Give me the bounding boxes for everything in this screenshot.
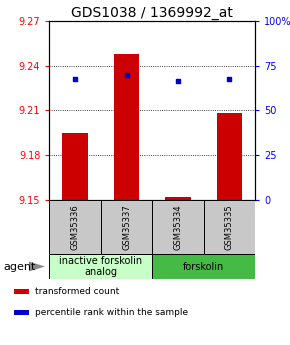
Text: forskolin: forskolin xyxy=(183,262,224,272)
Bar xyxy=(14,289,30,295)
Bar xyxy=(152,200,204,254)
Bar xyxy=(204,200,255,254)
Bar xyxy=(49,200,101,254)
Text: inactive forskolin
analog: inactive forskolin analog xyxy=(59,256,142,277)
Point xyxy=(227,76,232,82)
Text: GSM35337: GSM35337 xyxy=(122,204,131,250)
Bar xyxy=(14,310,30,315)
Text: GSM35334: GSM35334 xyxy=(173,204,182,250)
Bar xyxy=(49,254,152,279)
Polygon shape xyxy=(29,262,45,272)
Point xyxy=(124,72,129,77)
Bar xyxy=(165,197,191,200)
Text: GSM35335: GSM35335 xyxy=(225,204,234,250)
Point xyxy=(176,78,180,83)
Bar xyxy=(217,114,242,200)
Bar xyxy=(101,200,152,254)
Bar xyxy=(152,254,255,279)
Bar xyxy=(62,133,88,200)
Text: agent: agent xyxy=(3,262,35,272)
Text: transformed count: transformed count xyxy=(35,287,119,296)
Title: GDS1038 / 1369992_at: GDS1038 / 1369992_at xyxy=(71,6,233,20)
Bar xyxy=(114,53,139,200)
Point xyxy=(73,76,77,82)
Text: GSM35336: GSM35336 xyxy=(70,204,79,250)
Text: percentile rank within the sample: percentile rank within the sample xyxy=(35,308,188,317)
